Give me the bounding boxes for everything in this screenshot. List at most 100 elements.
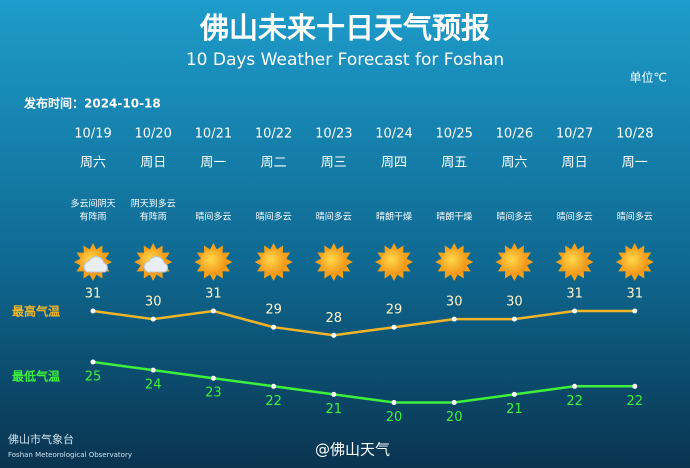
date: 10/25 — [435, 127, 472, 142]
sun — [441, 249, 468, 275]
weekday: 周四 — [381, 156, 407, 171]
value-label: 20 — [386, 410, 403, 425]
point — [210, 375, 216, 381]
value-label: 31 — [85, 287, 102, 302]
value-label: 29 — [265, 303, 282, 318]
condition: 晴间多云 — [256, 211, 292, 223]
weather-icon — [435, 243, 474, 281]
weather-icon — [615, 243, 654, 281]
date: 10/28 — [616, 127, 653, 142]
weekday: 周一 — [200, 156, 226, 171]
point — [511, 391, 517, 397]
publish-time: 发布时间：2024-10-18 — [23, 96, 161, 111]
sun — [200, 249, 227, 275]
sun — [320, 249, 347, 275]
condition: 晴间多云 — [617, 211, 653, 223]
subtitle: 10 Days Weather Forecast for Foshan — [186, 50, 504, 70]
sun — [501, 249, 528, 275]
value-label: 21 — [506, 402, 523, 417]
footer-org-en: Foshan Meteorological Observatory — [8, 451, 132, 459]
weekday: 周一 — [622, 156, 648, 171]
point — [632, 308, 638, 314]
value-label: 31 — [627, 287, 644, 302]
value-label: 20 — [446, 410, 463, 425]
date: 10/22 — [255, 127, 292, 142]
point — [150, 316, 156, 322]
footer-org: 佛山市气象台 — [8, 432, 74, 446]
date: 10/23 — [315, 127, 352, 142]
point — [632, 383, 638, 389]
point — [271, 324, 277, 330]
point — [331, 391, 337, 397]
weekday: 周日 — [140, 156, 166, 171]
point — [511, 316, 517, 322]
value-label: 23 — [205, 386, 222, 401]
title: 佛山未来十日天气预报 — [199, 11, 490, 45]
weather-icon — [314, 243, 353, 281]
point — [90, 359, 96, 365]
point — [572, 308, 578, 314]
condition: 有阵雨 — [79, 211, 106, 223]
value-label: 30 — [446, 295, 463, 310]
cloud — [83, 256, 108, 273]
date: 10/27 — [556, 127, 593, 142]
date: 10/24 — [375, 127, 412, 142]
line — [92, 309, 635, 337]
point — [451, 400, 457, 405]
sun — [621, 249, 648, 275]
line — [92, 360, 635, 404]
value-label: 25 — [85, 370, 102, 385]
date: 10/19 — [74, 127, 111, 142]
unit: 单位℃ — [630, 70, 667, 85]
sun — [260, 249, 287, 275]
point — [150, 367, 156, 373]
weather-icon — [134, 243, 173, 281]
value-label: 31 — [205, 287, 222, 302]
point — [572, 383, 578, 389]
value-label: 30 — [506, 295, 523, 310]
date: 10/21 — [195, 127, 232, 142]
sun — [381, 249, 407, 275]
date: 10/20 — [134, 127, 171, 142]
point — [391, 324, 397, 330]
condition: 阴天到多云 — [131, 198, 176, 210]
weather-icon — [555, 243, 594, 281]
condition: 晴间多云 — [195, 211, 231, 223]
weekday: 周三 — [321, 156, 347, 171]
weekday: 周六 — [501, 156, 527, 171]
date: 10/26 — [496, 127, 533, 142]
value-label: 28 — [326, 311, 343, 326]
value-label: 22 — [265, 394, 282, 409]
point — [90, 308, 96, 314]
condition: 有阵雨 — [140, 211, 167, 223]
point — [451, 316, 457, 322]
condition: 晴朗干燥 — [436, 211, 472, 223]
sun — [561, 249, 588, 275]
weather-icon — [74, 243, 112, 281]
value-label: 22 — [566, 394, 583, 409]
point — [210, 308, 216, 314]
cloud — [143, 256, 169, 273]
weekday: 周五 — [441, 156, 467, 171]
weekday: 周六 — [80, 156, 106, 171]
point — [391, 400, 397, 405]
value-label: 24 — [145, 378, 162, 393]
legend-label: 最低气温 — [12, 369, 60, 384]
footer-account: @佛山天气 — [315, 441, 390, 459]
point — [331, 332, 337, 338]
value-label: 31 — [566, 287, 583, 302]
condition: 晴间多云 — [316, 211, 352, 223]
condition: 晴朗干燥 — [376, 211, 412, 223]
weather-icon — [194, 243, 233, 281]
legend-label: 最高气温 — [12, 304, 60, 319]
value-label: 30 — [145, 295, 162, 310]
weather-icon — [495, 243, 534, 281]
weekday: 周日 — [562, 156, 588, 171]
weather-icon — [254, 243, 293, 281]
value-label: 22 — [627, 394, 644, 409]
condition: 多云间阴天 — [70, 198, 115, 210]
weather-icon — [375, 243, 413, 281]
point — [271, 383, 277, 389]
